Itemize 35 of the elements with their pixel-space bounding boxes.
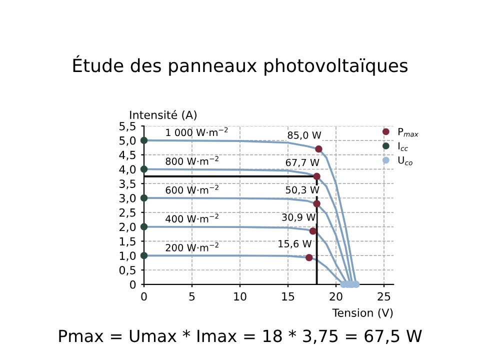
y-tick-label: 3,5 <box>120 180 136 190</box>
y-tick-label: 1,0 <box>120 252 136 262</box>
y-tick-label: 5,0 <box>120 136 136 146</box>
y-tick-label: 3,0 <box>120 194 136 204</box>
series-label: 200 W·m$^{−2}$ <box>166 242 218 252</box>
annotation: 30,9 W <box>282 214 316 222</box>
series-label: 1 000 W·m$^{−2}$ <box>166 127 228 136</box>
series-label: 600 W·m$^{−2}$ <box>166 184 218 194</box>
x-tick-label: 10 <box>234 292 246 301</box>
y-tick-label: 2,5 <box>120 208 136 218</box>
y-tick-label: 0,5 <box>119 266 136 276</box>
legend-label: P$_{max}$ <box>398 128 418 137</box>
series-label: 400 W·m$^{−2}$ <box>166 214 218 223</box>
y-tick-label: 4,0 <box>119 165 136 175</box>
x-tick-label: 5 <box>189 292 195 301</box>
text: Pmax = Umax * Imax = 18 * 3,75 = 67,5 W <box>59 330 422 344</box>
y-tick-label: 2,0 <box>120 222 136 232</box>
series-label: 800 W·m$^{−2}$ <box>166 156 218 165</box>
x-tick-label: 20 <box>330 292 342 301</box>
y-axis-title: Intensité (A) <box>130 110 196 120</box>
annotation: 85,0 W <box>288 131 322 140</box>
chart-title: Étude des panneaux photovoltaïques <box>73 55 408 76</box>
annotation: 67,7 W <box>286 158 320 168</box>
y-tick-label: 4,5 <box>119 150 136 160</box>
legend-label: I$_{cc}$ <box>398 142 408 152</box>
annotation: 50,3 W <box>286 186 320 195</box>
y-tick-label: 1,5 <box>120 237 136 247</box>
annotation: 15,6 W <box>278 240 312 248</box>
x-tick-label: 25 <box>378 292 390 301</box>
legend-label: U$_{co}$ <box>398 156 412 166</box>
x-tick-label: 15 <box>282 292 294 301</box>
y-tick-label: 0 <box>130 280 136 289</box>
y-tick-label: 5,5 <box>120 122 136 132</box>
x-tick-label: 0 <box>141 292 147 301</box>
x-axis-title: Tension (V) <box>332 308 393 318</box>
